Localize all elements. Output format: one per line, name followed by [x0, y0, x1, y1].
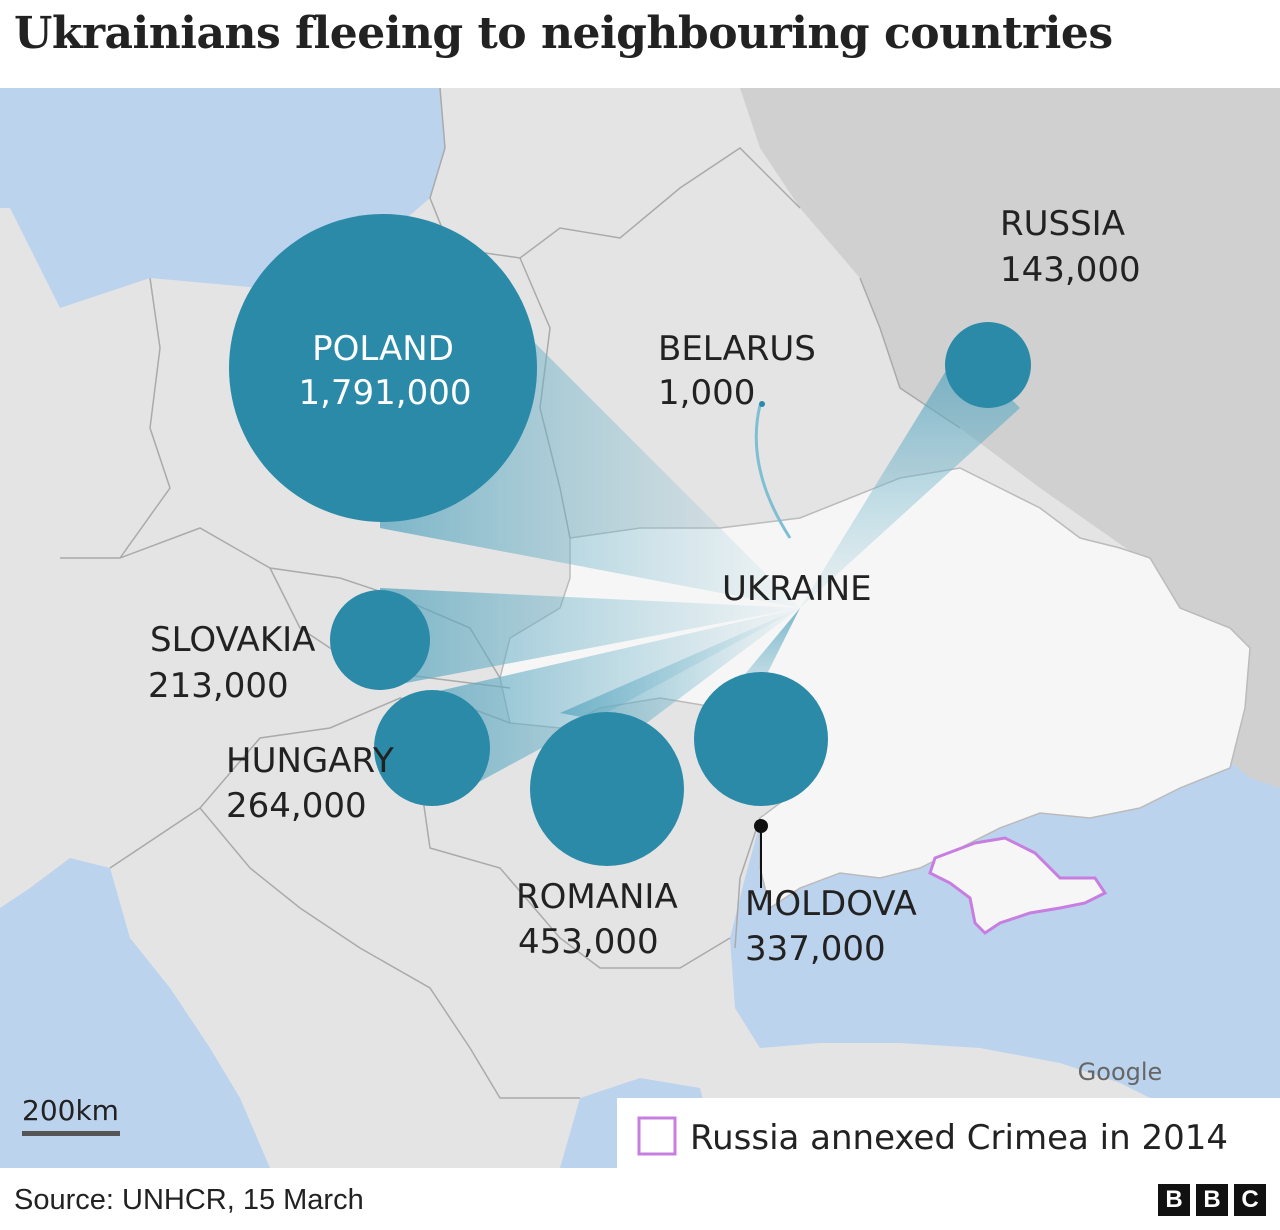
label-belarus-value: 1,000: [658, 373, 755, 413]
label-slovakia-name: SLOVAKIA: [150, 620, 315, 660]
label-hungary-value: 264,000: [226, 786, 367, 826]
logo-letter: B: [1196, 1184, 1228, 1216]
flow-belarus: [754, 404, 792, 539]
chart-title: Ukrainians fleeing to neighbouring count…: [14, 8, 1113, 59]
scale-bar: [22, 1131, 120, 1136]
bubble-hungary: [374, 690, 490, 806]
logo-letter: C: [1234, 1184, 1266, 1216]
map-credit: Google: [1078, 1058, 1163, 1086]
crimea-shape: [928, 836, 1108, 935]
legend-swatch: [637, 1116, 677, 1156]
label-poland-value: 1,791,000: [298, 373, 471, 413]
russia-shape: [740, 88, 1280, 1168]
logo-letter: B: [1158, 1184, 1190, 1216]
bubble-romania: [530, 712, 684, 866]
label-russia-value: 143,000: [1000, 250, 1141, 290]
label-russia-name: RUSSIA: [1000, 204, 1125, 244]
label-ukraine: UKRAINE: [722, 569, 872, 609]
label-hungary-name: HUNGARY: [226, 741, 394, 781]
label-slovakia-value: 213,000: [148, 666, 289, 706]
flow-russia: [800, 348, 1020, 608]
source-note: Source: UNHCR, 15 March: [14, 1184, 364, 1216]
label-moldova-name: MOLDOVA: [745, 884, 917, 924]
legend-box: [617, 1098, 1280, 1168]
flow-romania: [560, 608, 800, 728]
bbc-logo: B B C: [1158, 1184, 1266, 1216]
label-romania-name: ROMANIA: [516, 877, 678, 917]
label-belarus-name: BELARUS: [658, 329, 816, 369]
map: POLAND 1,791,000 BELARUS 1,000 RUSSIA 14…: [0, 88, 1280, 1168]
label-moldova-value: 337,000: [745, 929, 886, 969]
label-romania-value: 453,000: [518, 922, 659, 962]
scale-label: 200km: [22, 1094, 119, 1127]
bubble-belarus: [759, 401, 765, 407]
bubble-slovakia: [330, 590, 430, 690]
bubbles: [229, 214, 1031, 866]
adriatic-sea: [0, 858, 270, 1168]
moldova-pointer-dot: [754, 819, 768, 833]
label-poland-name: POLAND: [312, 329, 454, 369]
bubble-moldova: [694, 672, 828, 806]
bubble-russia: [945, 322, 1031, 408]
legend-label: Russia annexed Crimea in 2014: [690, 1118, 1228, 1158]
bubble-poland: [229, 214, 537, 522]
flow-slovakia: [380, 588, 800, 688]
